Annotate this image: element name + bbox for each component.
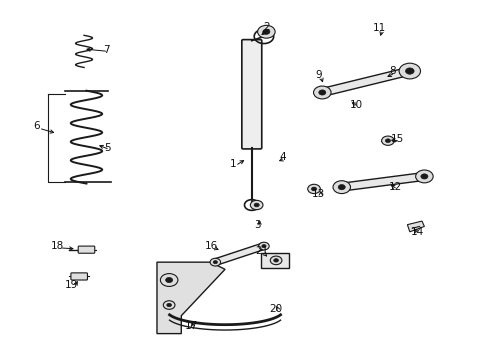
Polygon shape <box>157 262 224 334</box>
Text: 3: 3 <box>254 220 261 230</box>
Polygon shape <box>340 172 425 191</box>
Circle shape <box>338 185 345 190</box>
Text: 7: 7 <box>102 45 109 55</box>
FancyBboxPatch shape <box>71 273 87 280</box>
FancyBboxPatch shape <box>242 40 261 149</box>
Text: 2: 2 <box>263 22 269 32</box>
Circle shape <box>270 256 282 265</box>
Circle shape <box>263 29 269 34</box>
Circle shape <box>311 187 316 191</box>
Text: 17: 17 <box>184 321 197 332</box>
Text: 14: 14 <box>409 227 423 237</box>
Polygon shape <box>213 243 265 265</box>
Text: 8: 8 <box>388 66 395 76</box>
Circle shape <box>398 63 420 79</box>
Polygon shape <box>320 67 411 96</box>
Text: 19: 19 <box>65 280 79 291</box>
Circle shape <box>250 201 263 210</box>
Circle shape <box>335 183 347 192</box>
Circle shape <box>258 242 269 250</box>
Text: 18: 18 <box>51 241 64 251</box>
Circle shape <box>421 175 426 178</box>
Circle shape <box>319 91 324 94</box>
Circle shape <box>307 184 320 194</box>
Circle shape <box>407 69 411 73</box>
Text: 20: 20 <box>269 303 282 314</box>
Circle shape <box>261 244 265 248</box>
Circle shape <box>415 170 432 183</box>
Circle shape <box>405 68 413 74</box>
Text: 4: 4 <box>279 152 285 162</box>
Circle shape <box>339 185 344 189</box>
Circle shape <box>332 181 350 194</box>
Circle shape <box>257 25 275 38</box>
Text: 10: 10 <box>349 100 362 110</box>
Text: 9: 9 <box>314 69 321 80</box>
Circle shape <box>166 303 171 307</box>
Polygon shape <box>407 221 424 232</box>
Circle shape <box>318 90 325 95</box>
Circle shape <box>160 274 178 287</box>
Circle shape <box>210 258 220 266</box>
Text: 6: 6 <box>33 121 40 131</box>
FancyBboxPatch shape <box>78 246 95 253</box>
Circle shape <box>417 172 430 181</box>
Circle shape <box>385 139 389 143</box>
Circle shape <box>381 136 393 145</box>
Circle shape <box>403 66 415 76</box>
Text: 5: 5 <box>104 143 110 153</box>
Circle shape <box>165 278 172 283</box>
Text: 16: 16 <box>204 241 218 251</box>
Circle shape <box>315 88 328 97</box>
Text: 15: 15 <box>390 134 404 144</box>
Circle shape <box>254 203 259 207</box>
FancyBboxPatch shape <box>260 252 288 268</box>
Text: 13: 13 <box>311 189 325 199</box>
Text: 1: 1 <box>229 159 236 169</box>
Text: 11: 11 <box>372 23 386 33</box>
Text: 12: 12 <box>388 182 401 192</box>
Circle shape <box>163 301 175 309</box>
Text: 21: 21 <box>254 247 267 256</box>
Circle shape <box>420 174 427 179</box>
Circle shape <box>273 259 278 262</box>
Circle shape <box>213 261 217 264</box>
Circle shape <box>313 86 330 99</box>
